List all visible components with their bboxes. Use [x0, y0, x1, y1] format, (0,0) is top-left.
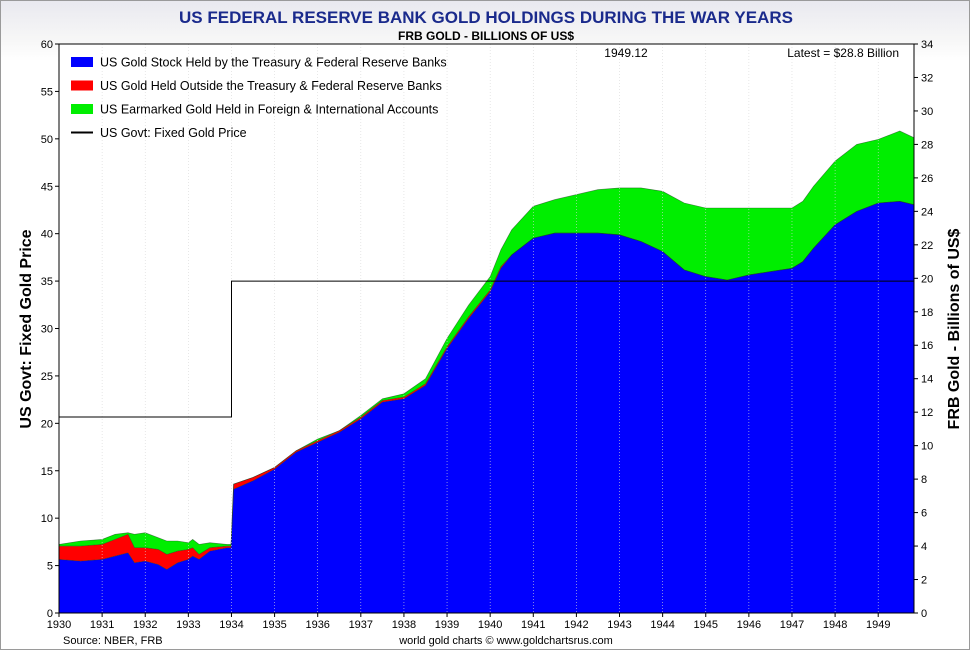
y-left-tick-label: 45	[41, 181, 53, 193]
x-tick-label: 1946	[737, 619, 761, 631]
y-right-tick-label: 0	[921, 608, 927, 620]
y-right-tick-label: 18	[921, 307, 933, 319]
y-left-tick-label: 5	[47, 561, 53, 573]
x-tick-label: 1948	[823, 619, 847, 631]
y-right-tick-label: 14	[921, 374, 933, 386]
y-left-tick-label: 50	[41, 134, 53, 146]
area-treasury-gold	[59, 201, 914, 614]
y-axis-left-label: US Govt: Fixed Gold Price	[18, 229, 35, 428]
chart-title: US FEDERAL RESERVE BANK GOLD HOLDINGS DU…	[179, 8, 793, 27]
y-left-tick-label: 15	[41, 466, 53, 478]
y-right-tick-label: 32	[921, 72, 933, 84]
y-right-tick-label: 16	[921, 340, 933, 352]
date-label: 1949.12	[604, 46, 648, 60]
y-right-tick-label: 30	[921, 106, 933, 118]
y-right-tick-label: 28	[921, 139, 933, 151]
y-right-tick-label: 4	[921, 541, 927, 553]
area-earmarked-gold	[59, 131, 914, 555]
y-left-tick-label: 0	[47, 608, 53, 620]
fixed-gold-price-line	[59, 280, 914, 418]
x-tick-label: 1935	[262, 619, 286, 631]
x-tick-label: 1941	[521, 619, 545, 631]
area-outside-gold-edge	[59, 200, 915, 555]
y-right-tick-label: 26	[921, 173, 933, 185]
y-left-tick-label: 25	[41, 371, 53, 383]
x-tick-label: 1940	[478, 619, 502, 631]
legend-label: US Earmarked Gold Held in Foreign & Inte…	[100, 103, 438, 117]
y-right-tick-label: 34	[921, 39, 933, 51]
y-right-tick-label: 2	[921, 575, 927, 587]
x-tick-label: 1944	[650, 619, 674, 631]
x-tick-label: 1945	[694, 619, 718, 631]
legend-label: US Gold Held Outside the Treasury & Fede…	[100, 79, 442, 93]
source-note: Source: NBER, FRB	[63, 635, 163, 647]
x-tick-label: 1930	[47, 619, 71, 631]
x-tick-label: 1949	[866, 619, 890, 631]
y-left-tick-label: 40	[41, 229, 53, 241]
y-right-tick-label: 12	[921, 407, 933, 419]
y-right-tick-label: 6	[921, 508, 927, 520]
chart-subtitle: FRB GOLD - BILLIONS OF US$	[398, 29, 574, 43]
y-right-tick-label: 20	[921, 273, 933, 285]
y-right-tick-label: 8	[921, 474, 927, 486]
y-right-tick-label: 10	[921, 441, 933, 453]
x-tick-label: 1947	[780, 619, 804, 631]
y-left-tick-label: 10	[41, 513, 53, 525]
y-right-tick-label: 24	[921, 206, 933, 218]
latest-label: Latest = $28.8 Billion	[787, 46, 899, 60]
x-tick-label: 1939	[435, 619, 459, 631]
y-left-tick-label: 60	[41, 39, 53, 51]
y-left-tick-label: 30	[41, 324, 53, 336]
legend-label: US Gold Stock Held by the Treasury & Fed…	[100, 56, 447, 70]
x-tick-label: 1942	[564, 619, 588, 631]
legend-swatch	[71, 57, 93, 67]
legend-swatch	[71, 80, 93, 91]
x-tick-label: 1937	[349, 619, 373, 631]
credit-note: world gold charts © www.goldchartsrus.co…	[398, 635, 613, 647]
x-tick-label: 1936	[305, 619, 329, 631]
x-tick-label: 1934	[219, 619, 243, 631]
y-left-tick-label: 55	[41, 86, 53, 98]
x-tick-label: 1943	[607, 619, 631, 631]
y-left-tick-label: 35	[41, 276, 53, 288]
y-left-tick-label: 20	[41, 418, 53, 430]
x-tick-label: 1938	[392, 619, 416, 631]
area-earmarked-gold-edge	[58, 130, 915, 545]
legend-label: US Govt: Fixed Gold Price	[100, 126, 247, 140]
y-axis-right-label: FRB Gold - Billions of US$	[946, 228, 963, 429]
x-tick-label: 1933	[176, 619, 200, 631]
x-tick-label: 1931	[90, 619, 114, 631]
y-right-tick-label: 22	[921, 240, 933, 252]
x-tick-label: 1932	[133, 619, 157, 631]
legend-swatch	[71, 104, 93, 114]
